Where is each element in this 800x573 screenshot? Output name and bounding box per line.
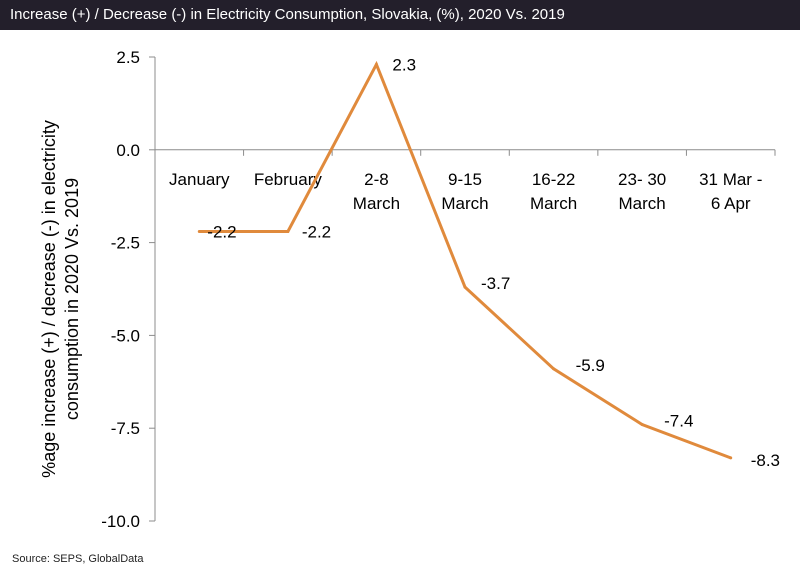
- data-point: [552, 367, 556, 371]
- y-tick-label: -2.5: [111, 234, 140, 253]
- data-point: [729, 456, 733, 460]
- data-labels: -2.2 -2.2 2.3 -3.7 -5.9 -7.4 -8.3: [207, 55, 780, 469]
- y-tick-label: -5.0: [111, 326, 140, 345]
- data-label: -2.2: [302, 222, 331, 241]
- x-category-label: 23- 30: [618, 170, 666, 189]
- data-label: -5.9: [576, 356, 605, 375]
- data-label: -3.7: [481, 274, 510, 293]
- data-point: [197, 229, 201, 233]
- y-axis-label-line: %age increase (+) / decrease (-) in elec…: [39, 120, 59, 478]
- series-line-path: [199, 60, 732, 460]
- x-category-label: February: [254, 170, 323, 189]
- x-category-label: March: [619, 194, 666, 213]
- x-category-label: 9-15: [448, 170, 482, 189]
- chart-title: Increase (+) / Decrease (-) in Electrici…: [0, 0, 800, 30]
- y-tick-label: -10.0: [101, 512, 140, 531]
- x-category-label: 2-8: [364, 170, 389, 189]
- x-category-label: March: [530, 194, 577, 213]
- data-point: [286, 229, 290, 233]
- x-category-label: March: [441, 194, 488, 213]
- data-label: -8.3: [751, 451, 780, 470]
- source-note: Source: SEPS, GlobalData: [12, 553, 144, 565]
- data-point: [640, 422, 644, 426]
- x-axis-categories: January February 2-8 March 9-15 March 16-22 Mar…: [154, 149, 776, 213]
- y-tick-label: 2.5: [116, 48, 140, 67]
- data-label: -7.4: [664, 411, 693, 430]
- x-category-label: 16-22: [532, 170, 575, 189]
- data-label: -2.2: [207, 222, 236, 241]
- x-category-label: January: [169, 170, 230, 189]
- y-tick-label: -7.5: [111, 419, 140, 438]
- data-point: [374, 62, 378, 66]
- x-category-label: 6 Apr: [711, 194, 751, 213]
- x-category-label: 31 Mar -: [699, 170, 762, 189]
- y-axis-ticks: 2.5 0.0 -2.5 -5.0 -7.5 -10.0: [101, 48, 155, 531]
- data-label: 2.3: [392, 55, 416, 74]
- series-line: [197, 60, 733, 460]
- axes: [154, 57, 775, 521]
- y-axis-label: %age increase (+) / decrease (-) in elec…: [39, 120, 82, 478]
- data-point: [463, 285, 467, 289]
- y-tick-label: 0.0: [116, 141, 140, 160]
- x-category-label: March: [353, 194, 400, 213]
- y-axis-label-line: consumption in 2020 Vs. 2019: [62, 178, 82, 420]
